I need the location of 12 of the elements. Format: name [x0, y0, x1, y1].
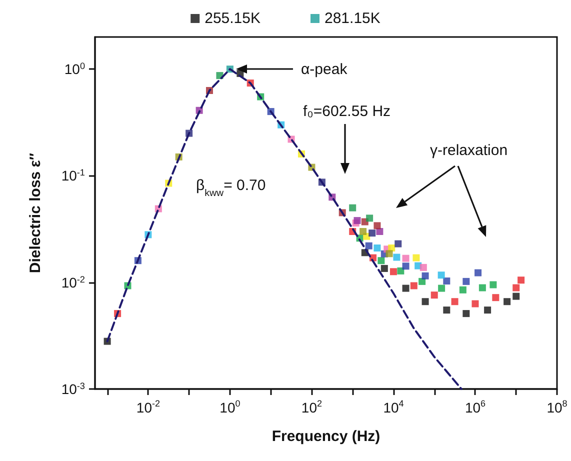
y-axis-title: Dielectric loss ε″ [27, 152, 44, 274]
annotation: γ-relaxation [430, 142, 508, 159]
legend-label: 255.15K [204, 10, 261, 27]
annotation: f₀=602.55 Hz [303, 103, 391, 120]
y-tick-label: 10$^{-1}$ [61, 168, 85, 184]
x-axis-title: Frequency (Hz) [272, 428, 380, 445]
annotation: α-peak [301, 61, 348, 78]
legend-label: 281.15K [324, 10, 380, 27]
y-tick-label: 10$^{-2}$ [61, 274, 85, 290]
y-tick-label: 10$^{-3}$ [61, 381, 85, 397]
annotation: β$_{kww}$= 0.70 [196, 177, 266, 198]
y-tick-label: 10$^{0}$ [64, 61, 85, 78]
